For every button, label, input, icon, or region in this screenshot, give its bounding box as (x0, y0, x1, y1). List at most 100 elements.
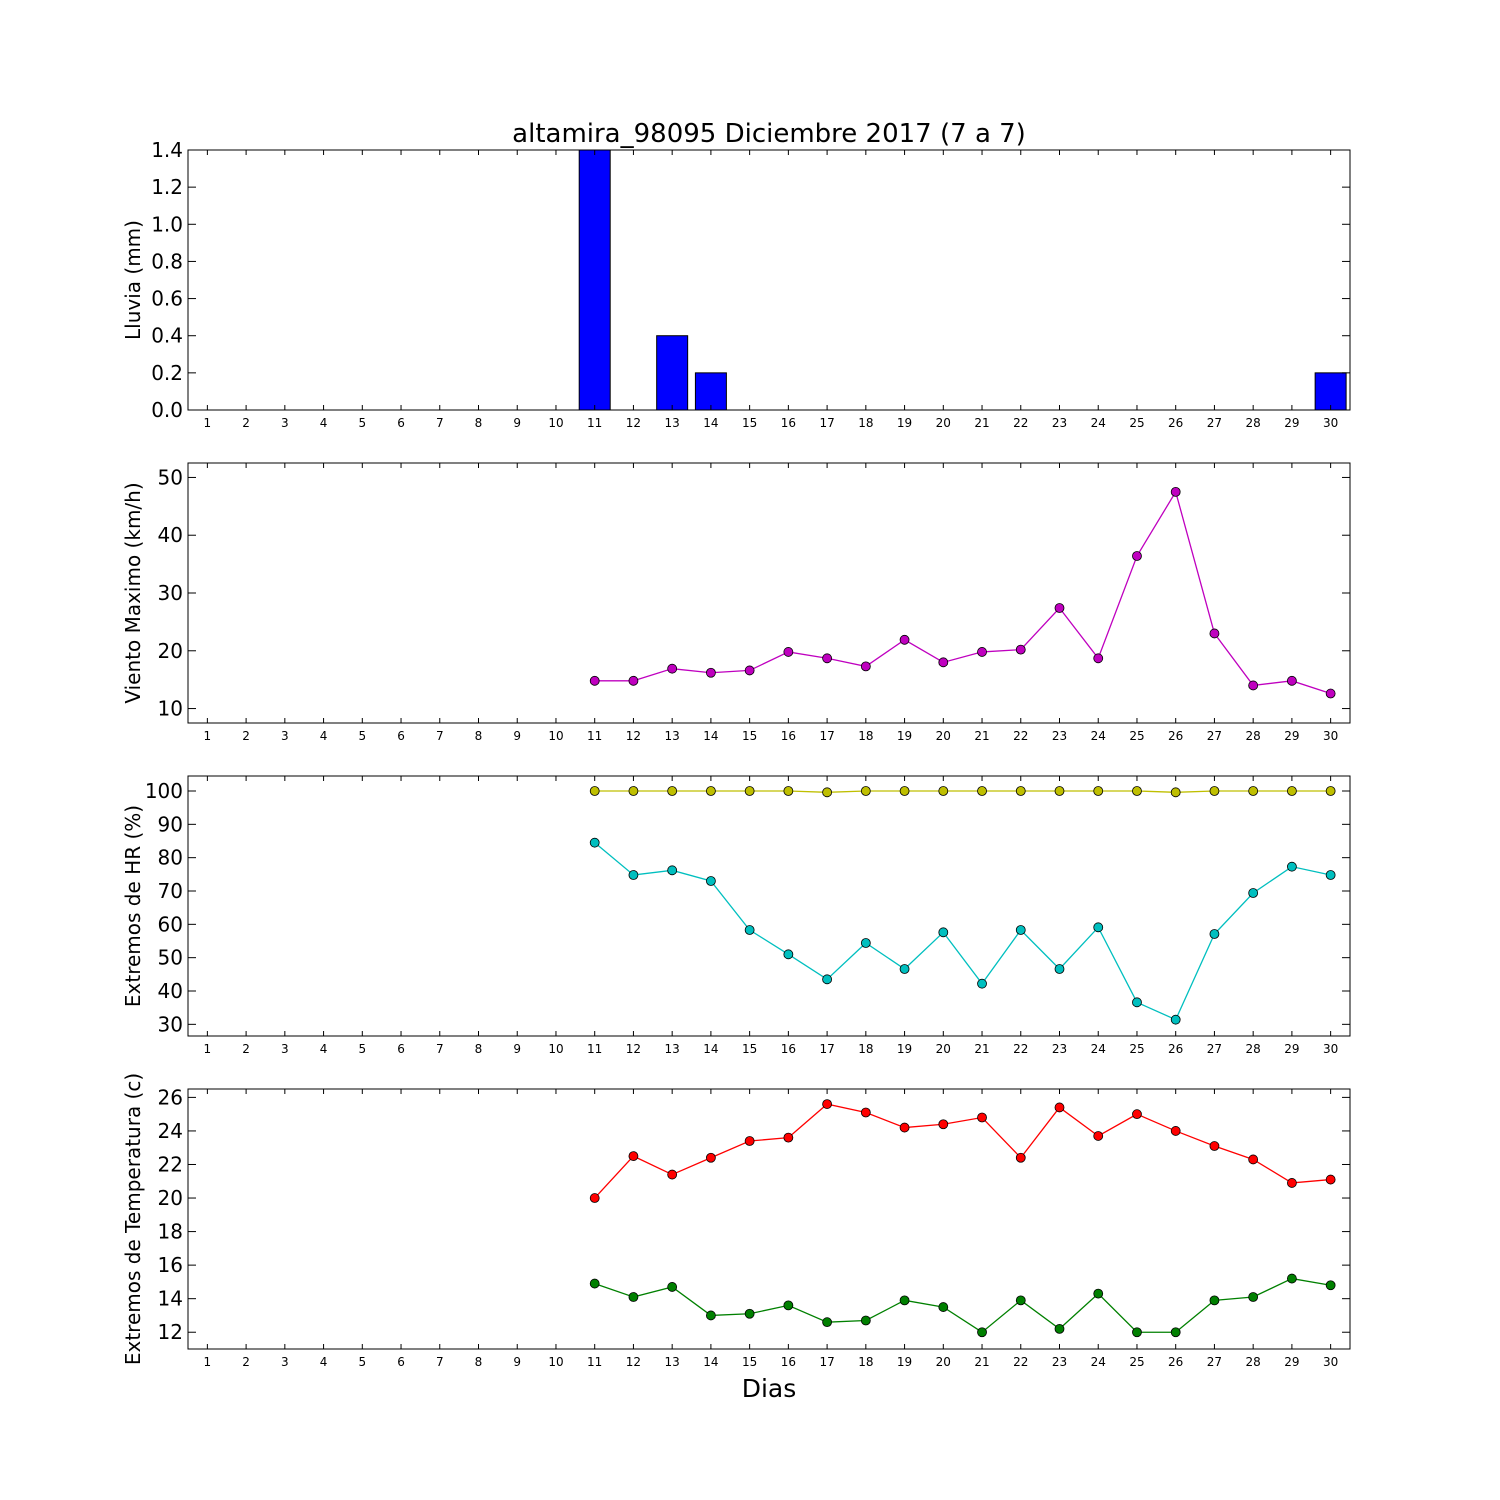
wind-series-0-point-day-23 (1054, 603, 1065, 613)
temperature-series-1-line (594, 1277, 1331, 1334)
temperature-xtick-label-20: 20 (936, 1355, 951, 1369)
temperature-xtick-label-24: 24 (1091, 1355, 1106, 1369)
humidity-xtick-label-16: 16 (781, 1042, 796, 1056)
temperature-xtick-label-26: 26 (1168, 1355, 1183, 1369)
temperature-series-0-point-day-18 (860, 1107, 871, 1118)
humidity-series-0-line (594, 790, 1331, 793)
temperature-xtick-label-17: 17 (819, 1355, 834, 1369)
humidity-ytick-label-2: 50 (158, 946, 183, 970)
wind-xtick-label-8: 8 (475, 729, 483, 743)
wind-series-0-point-day-15 (744, 665, 755, 676)
rain-xtick-label-9: 9 (513, 416, 521, 430)
wind-xtick-label-15: 15 (742, 729, 757, 743)
rain-ytick-label-7: 1.4 (151, 138, 183, 162)
temperature-xtick-label-15: 15 (742, 1355, 757, 1369)
wind-series-0-point-day-13 (667, 663, 678, 674)
rain-xtick-label-5: 5 (358, 416, 366, 430)
rain-axes-frame (187, 149, 1351, 411)
wind-xtick-label-10: 10 (548, 729, 563, 743)
temperature-xtick-label-3: 3 (281, 1355, 289, 1369)
wind-xtick-label-19: 19 (897, 729, 912, 743)
temperature-ytick-label-6: 24 (158, 1119, 183, 1143)
humidity-panel: 1 2 3 4 5 6 7 8 9 10 11 12 13 14 15 16 17 18 19 20 21 22 23 24 2… (121, 775, 1351, 1056)
temperature-axes-frame (187, 1088, 1351, 1350)
wind-series-0-point-day-29 (1287, 675, 1297, 686)
rain-xtick-label-17: 17 (819, 416, 834, 430)
wind-series-0-point-day-27 (1209, 628, 1220, 639)
rain-xtick-label-8: 8 (475, 416, 483, 430)
rain-xtick-label-13: 13 (665, 416, 680, 430)
wind-y-axis-label: Viento Maximo (km/h) (121, 482, 145, 703)
humidity-ytick-label-3: 60 (158, 912, 183, 936)
wind-ytick-label-1: 20 (158, 639, 183, 663)
humidity-series-0-point-day-14 (706, 786, 716, 796)
humidity-xtick-label-15: 15 (742, 1042, 757, 1056)
wind-series-0-point-day-22 (1015, 644, 1026, 655)
temperature-series-0-point-day-24 (1093, 1131, 1104, 1141)
humidity-series-1-point-day-22 (1015, 925, 1026, 935)
wind-xtick-label-13: 13 (665, 729, 680, 743)
temperature-xtick-label-16: 16 (781, 1355, 796, 1369)
wind-xtick-label-27: 27 (1207, 729, 1222, 743)
wind-series-0-point-day-21 (977, 647, 987, 657)
temperature-series-0-point-day-16 (783, 1132, 794, 1143)
humidity-series-1-point-day-13 (667, 865, 678, 876)
wind-ytick-label-0: 10 (158, 697, 183, 721)
temperature-series-0-point-day-20 (938, 1119, 949, 1130)
rain-bar-day-13 (656, 335, 689, 411)
rain-ytick-label-6: 1.2 (151, 175, 183, 199)
humidity-series-1-point-day-28 (1248, 888, 1259, 898)
humidity-series-1-point-day-26 (1170, 1014, 1181, 1025)
humidity-xtick-label-10: 10 (548, 1042, 563, 1056)
rain-ytick-label-3: 0.6 (151, 287, 183, 311)
rain-xtick-label-3: 3 (281, 416, 289, 430)
humidity-series-0-point-day-26 (1170, 787, 1181, 798)
temperature-xtick-label-9: 9 (513, 1355, 521, 1369)
humidity-series-0-point-day-29 (1287, 786, 1297, 796)
temperature-series-1-point-day-17 (822, 1317, 832, 1328)
wind-xtick-label-30: 30 (1323, 729, 1338, 743)
wind-panel: 1 2 3 4 5 6 7 8 9 10 11 12 13 14 15 16 17 18 19 20 21 22 23 24 2… (121, 462, 1351, 743)
humidity-xtick-label-20: 20 (936, 1042, 951, 1056)
humidity-xtick-label-17: 17 (819, 1042, 834, 1056)
wind-xtick-label-23: 23 (1052, 729, 1067, 743)
temperature-series-1-point-day-30 (1325, 1280, 1336, 1291)
temperature-xtick-label-11: 11 (587, 1355, 602, 1369)
wind-axes-frame (187, 462, 1351, 724)
wind-xtick-label-1: 1 (204, 729, 212, 743)
rain-xtick-label-28: 28 (1246, 416, 1261, 430)
wind-xtick-label-24: 24 (1091, 729, 1106, 743)
temperature-xtick-label-12: 12 (626, 1355, 641, 1369)
temperature-xtick-label-19: 19 (897, 1355, 912, 1369)
humidity-xtick-label-23: 23 (1052, 1042, 1067, 1056)
rain-bar-day-11 (578, 149, 611, 411)
temperature-xtick-label-29: 29 (1284, 1355, 1299, 1369)
humidity-xtick-label-7: 7 (436, 1042, 444, 1056)
temperature-xtick-label-23: 23 (1052, 1355, 1067, 1369)
rain-panel: 1 2 3 4 5 6 7 8 9 10 11 12 13 14 15 16 17 18 19 20 21 22 23 24 2… (121, 138, 1351, 430)
temperature-series-1-point-day-20 (938, 1302, 949, 1312)
temperature-xtick-label-13: 13 (665, 1355, 680, 1369)
temperature-ytick-label-3: 18 (158, 1220, 183, 1244)
rain-bar-day-30 (1314, 372, 1347, 411)
temperature-series-1-point-day-24 (1093, 1288, 1104, 1299)
temperature-series-0-point-day-21 (977, 1112, 987, 1123)
rain-ytick-label-4: 0.8 (151, 249, 183, 273)
temperature-xtick-label-21: 21 (974, 1355, 989, 1369)
temperature-ytick-label-1: 14 (158, 1287, 183, 1311)
humidity-xtick-label-29: 29 (1284, 1042, 1299, 1056)
humidity-series-0-point-day-21 (977, 786, 987, 796)
temperature-series-1-point-day-21 (977, 1327, 987, 1338)
wind-series-0-point-day-25 (1132, 551, 1142, 561)
temperature-ytick-label-5: 22 (158, 1152, 183, 1176)
rain-xtick-label-6: 6 (397, 416, 405, 430)
temperature-xtick-label-14: 14 (703, 1355, 718, 1369)
humidity-xtick-label-3: 3 (281, 1042, 289, 1056)
temperature-series-1-point-day-13 (667, 1282, 678, 1292)
humidity-ytick-label-7: 100 (145, 779, 183, 803)
wind-xtick-label-25: 25 (1129, 729, 1144, 743)
temperature-y-axis-label: Extremos de Temperatura (c) (121, 1073, 145, 1365)
humidity-series-0-point-day-23 (1054, 786, 1065, 796)
temperature-series-0-point-day-29 (1287, 1178, 1297, 1188)
humidity-xtick-label-8: 8 (475, 1042, 483, 1056)
